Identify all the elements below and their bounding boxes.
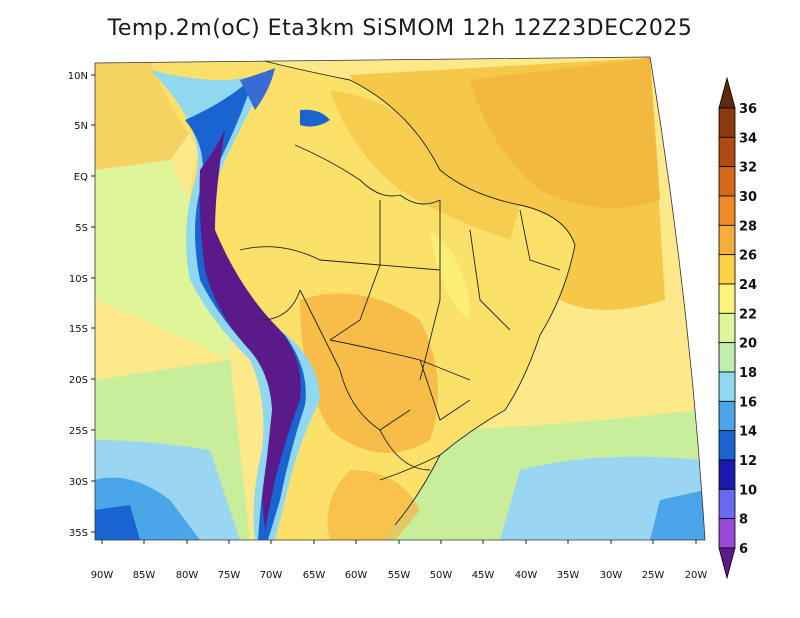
cold-atlantic-corner bbox=[650, 490, 705, 540]
lon-label: 50W bbox=[430, 570, 453, 581]
lon-label: 25W bbox=[642, 570, 665, 581]
colorbar-label: 28 bbox=[739, 219, 757, 234]
map-frame bbox=[94, 56, 706, 541]
lon-label: 75W bbox=[218, 570, 241, 581]
lat-label: 35S bbox=[69, 528, 88, 539]
colorbar-label: 8 bbox=[739, 513, 748, 528]
colorbar-segment bbox=[718, 283, 736, 314]
lon-label: 80W bbox=[176, 570, 199, 581]
colorbar-segment bbox=[718, 342, 736, 373]
colorbar-label: 20 bbox=[739, 337, 757, 352]
pacific-coastal-band bbox=[95, 160, 230, 360]
northern-warm-area bbox=[330, 90, 520, 240]
colorbar-label: 10 bbox=[739, 483, 757, 498]
colorbar-segment bbox=[718, 254, 736, 285]
colorbar-label: 32 bbox=[739, 161, 757, 176]
northern-andes-patch bbox=[240, 68, 275, 110]
lon-label: 40W bbox=[515, 570, 538, 581]
colorbar-segment bbox=[718, 400, 736, 432]
lon-label: 70W bbox=[260, 570, 283, 581]
lat-label: 10S bbox=[69, 274, 88, 285]
lon-label: 20W bbox=[685, 570, 708, 581]
latitude-axis: 10N 5N EQ 5S 10S 15S 20S 25S 30S 35S bbox=[68, 71, 95, 539]
colorbar-segment bbox=[718, 459, 736, 490]
colorbar-label: 36 bbox=[739, 102, 757, 117]
lat-label: 5S bbox=[75, 223, 88, 234]
lat-label: 25S bbox=[69, 426, 88, 437]
colorbar-label: 6 bbox=[739, 542, 748, 557]
colorbar-label: 14 bbox=[739, 425, 757, 440]
colorbar-label: 18 bbox=[739, 366, 757, 381]
colorbar-label: 26 bbox=[739, 249, 757, 264]
colorbar-segment bbox=[718, 488, 736, 520]
lon-label: 35W bbox=[557, 570, 580, 581]
colorbar-label: 34 bbox=[739, 131, 757, 146]
lon-label: 65W bbox=[303, 570, 326, 581]
andes-high-band bbox=[199, 130, 301, 530]
lat-label: 10N bbox=[68, 71, 88, 82]
lon-label: 60W bbox=[345, 570, 368, 581]
country-borders bbox=[149, 59, 576, 526]
colorbar-segment bbox=[718, 371, 736, 402]
colorbar-segment bbox=[718, 518, 736, 549]
lat-label: 15S bbox=[69, 324, 88, 335]
lon-label: 85W bbox=[133, 570, 156, 581]
guiana-highlands-patch bbox=[300, 109, 330, 127]
map-domain bbox=[95, 57, 705, 540]
colorbar-segment bbox=[718, 224, 736, 256]
colorbar-label: 24 bbox=[739, 278, 757, 293]
lat-label: 20S bbox=[69, 375, 88, 386]
colorbar: 36 34 32 30 28 26 24 22 20 18 16 14 12 10 8 6 bbox=[718, 76, 757, 580]
lon-label: 55W bbox=[388, 570, 411, 581]
lat-label: 5N bbox=[74, 121, 88, 132]
longitude-axis: 90W 85W 80W 75W 70W 65W 60W 55W 50W 45W … bbox=[91, 540, 708, 581]
warm-atlantic-core bbox=[470, 58, 660, 208]
colorbar-bottom-arrow bbox=[718, 547, 736, 580]
colorbar-segment bbox=[718, 136, 736, 168]
lat-label: 30S bbox=[69, 477, 88, 488]
colorbar-label: 30 bbox=[739, 190, 757, 205]
colorbar-label: 12 bbox=[739, 454, 757, 469]
colorbar-segment bbox=[718, 312, 736, 344]
map-title: Temp.2m(oC) Eta3km SiSMOM 12h 12Z23DEC20… bbox=[107, 16, 693, 41]
coldest-south-pacific bbox=[95, 505, 140, 540]
colorbar-segment bbox=[718, 430, 736, 461]
cold-south-atlantic bbox=[500, 456, 705, 540]
colorbar-label: 16 bbox=[739, 395, 757, 410]
lon-label: 45W bbox=[472, 570, 495, 581]
colorbar-segment bbox=[718, 166, 736, 197]
colorbar-segment bbox=[718, 107, 736, 138]
lon-label: 30W bbox=[600, 570, 623, 581]
colorbar-top-arrow bbox=[718, 76, 736, 109]
colorbar-label: 22 bbox=[739, 307, 757, 322]
warm-interior-area bbox=[300, 293, 438, 453]
lon-label: 90W bbox=[91, 570, 114, 581]
lat-label: EQ bbox=[74, 172, 88, 183]
colorbar-segment bbox=[718, 195, 736, 226]
